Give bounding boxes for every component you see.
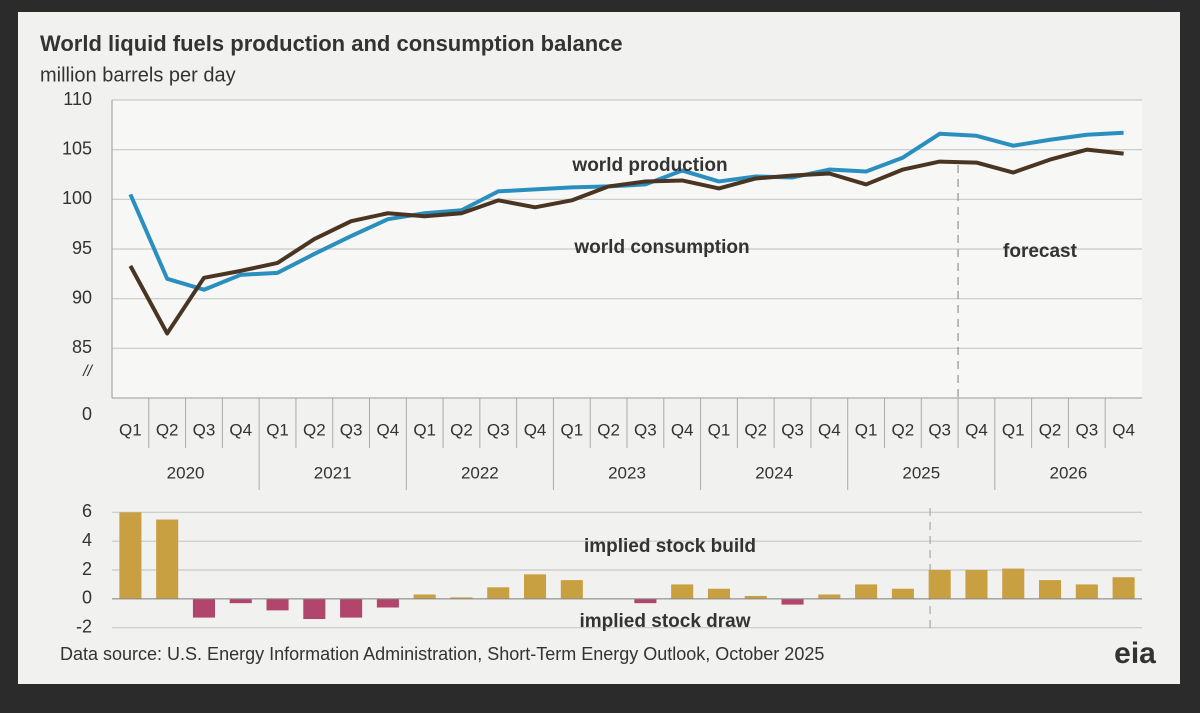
y-tick-label: 85 bbox=[72, 337, 92, 357]
y-tick-label: 105 bbox=[62, 138, 92, 158]
bar bbox=[192, 598, 215, 618]
y-tick-label: 100 bbox=[62, 188, 92, 208]
bar bbox=[376, 598, 399, 608]
y-tick-label: 2 bbox=[82, 559, 92, 579]
y-tick-label: -2 bbox=[76, 616, 92, 636]
chart-title: World liquid fuels production and consum… bbox=[40, 31, 623, 56]
x-tick-label: Q1 bbox=[560, 420, 583, 439]
axis-break: // bbox=[82, 363, 93, 380]
subtitle: million barrels per day bbox=[40, 64, 236, 86]
x-tick-label: Q2 bbox=[892, 420, 915, 439]
x-tick-label: Q3 bbox=[928, 420, 951, 439]
axis-break-label: 0 bbox=[82, 404, 92, 424]
y-tick-label: 6 bbox=[82, 501, 92, 521]
x-tick-label: Q2 bbox=[156, 420, 179, 439]
bar bbox=[340, 598, 363, 618]
bar bbox=[1112, 577, 1135, 599]
x-tick-label: Q3 bbox=[340, 420, 363, 439]
annotation: forecast bbox=[1003, 241, 1078, 262]
bar bbox=[965, 570, 988, 599]
bar bbox=[560, 580, 583, 599]
bar-label: implied stock build bbox=[584, 536, 756, 557]
x-tick-label: Q4 bbox=[671, 420, 694, 439]
bar bbox=[450, 597, 473, 599]
year-label: 2022 bbox=[461, 463, 499, 482]
bar bbox=[634, 598, 657, 604]
x-tick-label: Q3 bbox=[487, 420, 510, 439]
year-label: 2026 bbox=[1050, 463, 1088, 482]
y-tick-label: 4 bbox=[82, 530, 92, 550]
x-tick-label: Q1 bbox=[266, 420, 289, 439]
bar bbox=[1002, 568, 1025, 599]
y-tick-label: 0 bbox=[82, 588, 92, 608]
x-tick-label: Q3 bbox=[781, 420, 804, 439]
bar bbox=[855, 584, 878, 599]
year-label: 2023 bbox=[608, 463, 646, 482]
x-tick-label: Q4 bbox=[965, 420, 988, 439]
bar bbox=[671, 584, 694, 599]
source: Data source: U.S. Energy Information Adm… bbox=[60, 644, 824, 664]
x-tick-label: Q3 bbox=[634, 420, 657, 439]
line-series bbox=[128, 147, 1124, 336]
x-tick-label: Q2 bbox=[1039, 420, 1062, 439]
series-label: world production bbox=[571, 155, 727, 176]
x-tick-label: Q4 bbox=[524, 420, 547, 439]
bar bbox=[781, 598, 804, 605]
bar bbox=[229, 598, 252, 604]
x-tick-label: Q2 bbox=[303, 420, 326, 439]
x-tick-label: Q2 bbox=[597, 420, 620, 439]
bar bbox=[156, 519, 179, 599]
x-tick-label: Q1 bbox=[1002, 420, 1025, 439]
logo: eia bbox=[1114, 637, 1156, 670]
bar bbox=[707, 588, 730, 599]
bar bbox=[119, 512, 142, 599]
bar bbox=[413, 594, 436, 599]
x-tick-label: Q4 bbox=[229, 420, 252, 439]
bar-label: implied stock draw bbox=[579, 611, 750, 632]
year-label: 2021 bbox=[314, 463, 352, 482]
x-tick-label: Q2 bbox=[450, 420, 473, 439]
bar bbox=[1075, 584, 1098, 599]
y-tick-label: 95 bbox=[72, 238, 92, 258]
bar bbox=[818, 594, 841, 599]
bar bbox=[487, 587, 510, 599]
x-tick-label: Q4 bbox=[1112, 420, 1135, 439]
y-tick-label: 110 bbox=[63, 89, 92, 109]
bar bbox=[744, 595, 767, 599]
bar bbox=[1039, 580, 1062, 599]
x-tick-label: Q4 bbox=[818, 420, 841, 439]
year-label: 2020 bbox=[167, 463, 205, 482]
x-tick-label: Q1 bbox=[708, 420, 731, 439]
x-tick-label: Q1 bbox=[855, 420, 878, 439]
year-label: 2024 bbox=[755, 463, 793, 482]
bar bbox=[266, 598, 289, 611]
bar bbox=[928, 570, 951, 599]
bar bbox=[524, 574, 547, 599]
x-tick-label: Q1 bbox=[119, 420, 142, 439]
x-tick-label: Q1 bbox=[413, 420, 436, 439]
year-label: 2025 bbox=[902, 463, 940, 482]
x-tick-label: Q3 bbox=[193, 420, 216, 439]
x-tick-label: Q3 bbox=[1075, 420, 1098, 439]
series-label: world consumption bbox=[573, 237, 749, 258]
x-tick-label: Q2 bbox=[744, 420, 767, 439]
x-tick-label: Q4 bbox=[377, 420, 400, 439]
bar bbox=[891, 588, 914, 599]
bar bbox=[303, 598, 326, 620]
y-tick-label: 90 bbox=[72, 287, 92, 307]
